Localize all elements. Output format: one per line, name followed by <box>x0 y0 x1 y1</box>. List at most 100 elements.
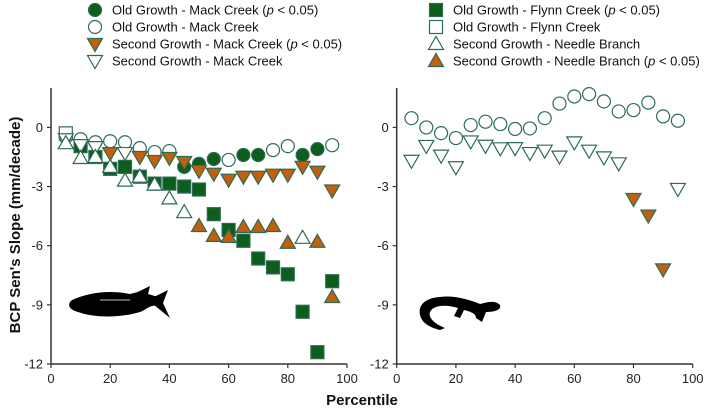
data-point <box>536 144 554 160</box>
data-point <box>205 227 223 242</box>
data-point <box>419 120 434 135</box>
legend-marker-triangle-up <box>427 35 445 51</box>
data-point <box>493 116 508 132</box>
x-axis-label: Percentile <box>326 392 398 409</box>
data-point <box>72 139 90 154</box>
data-point <box>308 165 326 181</box>
data-point <box>175 155 193 171</box>
legend-item: Second Growth - Needle Branch <box>427 35 640 52</box>
data-point <box>669 182 687 198</box>
legend-item: Old Growth - Flynn Creek (p < 0.05) <box>428 2 660 18</box>
data-point <box>323 288 341 304</box>
data-point <box>234 170 252 186</box>
data-point <box>308 233 326 248</box>
data-point <box>294 160 312 176</box>
data-point <box>117 135 133 150</box>
data-point <box>565 136 583 152</box>
data-point <box>670 113 686 128</box>
data-point <box>175 203 193 219</box>
data-point <box>611 104 626 119</box>
data-point <box>236 233 251 248</box>
data-point <box>550 150 569 166</box>
data-point <box>580 144 598 160</box>
data-point <box>162 176 177 191</box>
y-tick-label: -6 <box>377 238 389 253</box>
data-point <box>310 142 325 157</box>
legend-item: Second Growth - Needle Branch (p < 0.05) <box>427 52 700 69</box>
data-point <box>265 260 281 275</box>
data-point <box>264 217 282 233</box>
data-point <box>404 111 419 126</box>
data-point <box>447 161 465 176</box>
data-point <box>57 134 75 150</box>
x-tick-label: 0 <box>393 371 400 386</box>
data-point <box>146 154 164 170</box>
data-point <box>596 94 612 109</box>
panel-right: 0 20 40 60 80 100 -12 -9 -6 -3 0 <box>370 87 704 386</box>
data-point <box>160 151 178 167</box>
legend-item: Old Growth - Mack Creek <box>87 19 259 35</box>
data-point <box>581 87 597 102</box>
data-point <box>72 149 90 165</box>
data-point <box>537 111 552 126</box>
x-tick-label: 40 <box>508 371 522 386</box>
legend-marker-triangle-down <box>86 54 104 70</box>
panel-left: 0 20 40 60 80 100 -12 -9 -6 -3 0 <box>24 88 358 386</box>
data-point <box>131 150 149 166</box>
data-point <box>190 217 208 233</box>
legend-marker-square <box>428 2 444 18</box>
data-point <box>521 146 539 162</box>
y-tick-label: -12 <box>370 357 389 372</box>
data-point <box>432 149 450 165</box>
data-point <box>264 168 282 184</box>
data-point <box>610 157 628 173</box>
data-point <box>101 158 119 173</box>
x-tick-label: 20 <box>449 371 463 386</box>
data-point <box>220 228 238 243</box>
data-point <box>249 170 267 186</box>
series-old-growth-mack-creek <box>404 87 686 146</box>
data-point <box>116 171 134 187</box>
data-point <box>567 89 582 104</box>
data-point <box>101 146 119 162</box>
data-point <box>265 143 281 158</box>
data-point <box>434 126 449 141</box>
legend-label: Second Growth - Needle Branch (p < 0.05) <box>453 54 700 69</box>
legend-marker-circle <box>87 19 103 35</box>
legend-item: Second Growth - Mack Creek <box>86 54 283 70</box>
legend-item: Old Growth - Flynn Creek <box>428 20 601 35</box>
data-point <box>641 95 656 110</box>
y-tick-label: -3 <box>31 179 43 194</box>
data-point <box>160 189 178 205</box>
data-point <box>191 182 207 197</box>
data-point <box>146 175 164 191</box>
y-tick-label: -12 <box>24 357 43 372</box>
data-point <box>116 146 134 162</box>
data-point <box>295 304 310 319</box>
legend-item: Second Growth - Mack Creek (p < 0.05) <box>86 37 342 53</box>
data-point <box>249 218 267 234</box>
data-point <box>220 173 238 189</box>
legend-marker-triangle-down <box>86 37 104 53</box>
data-point <box>221 152 236 168</box>
y-tick-label: -9 <box>377 297 389 312</box>
x-tick-label: 80 <box>281 371 295 386</box>
y-tick-label: -3 <box>377 179 389 194</box>
data-point <box>655 109 671 124</box>
data-point <box>491 142 509 158</box>
data-point <box>251 147 266 163</box>
x-tick-label: 40 <box>162 371 176 386</box>
legend-label: Second Growth - Mack Creek <box>112 54 283 69</box>
data-point <box>117 159 133 174</box>
data-point <box>462 135 480 151</box>
data-point <box>205 167 223 183</box>
legend-label: Old Growth - Flynn Creek (p < 0.05) <box>453 3 660 18</box>
data-point <box>131 168 149 183</box>
data-point <box>624 192 643 208</box>
data-point <box>639 209 657 225</box>
data-point <box>295 147 310 163</box>
x-tick-label: 20 <box>103 371 117 386</box>
data-point <box>86 141 104 156</box>
data-point <box>654 263 672 279</box>
